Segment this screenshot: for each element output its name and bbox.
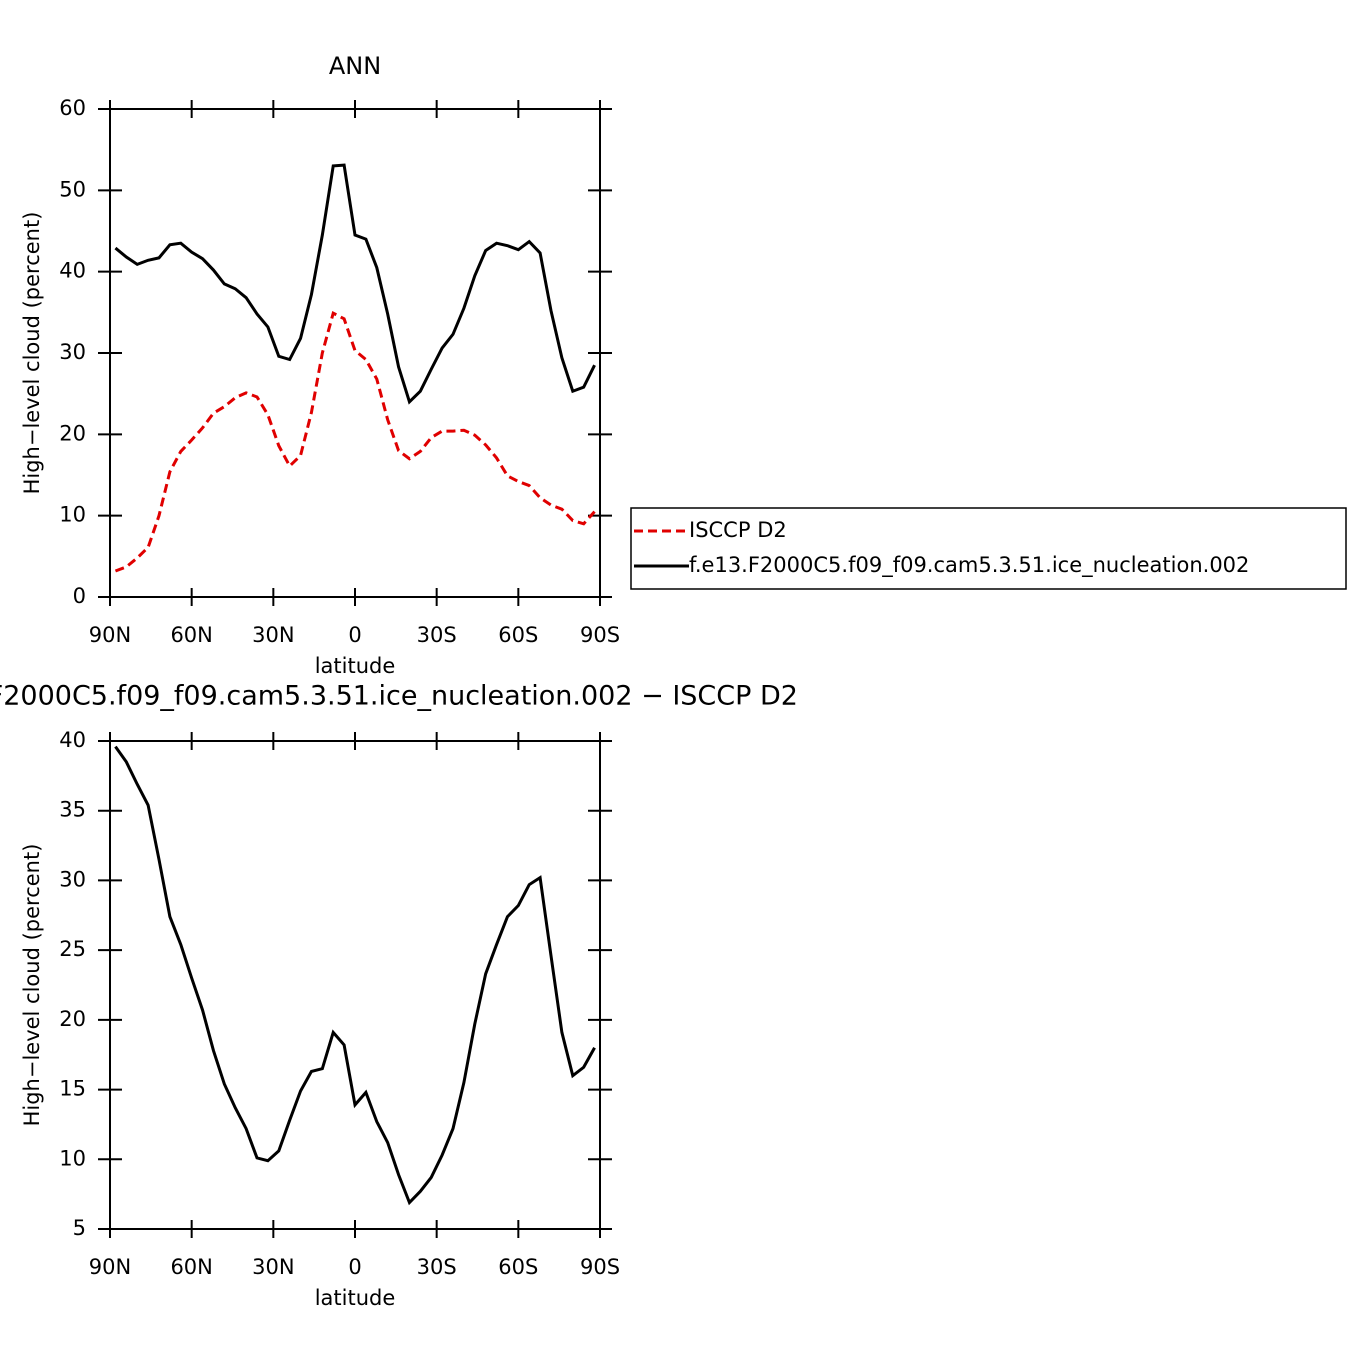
y-tick-label: 20 (59, 421, 86, 445)
y-tick-label: 10 (59, 1146, 86, 1170)
y-tick-label: 40 (59, 259, 86, 283)
x-tick-label: 90N (89, 1255, 131, 1279)
x-tick-label: 60S (498, 1255, 538, 1279)
plot-frame (109, 740, 601, 1230)
y-tick-label: 60 (59, 96, 86, 120)
chart-title: f.e13.F2000C5.f09_f09.cam5.3.51.ice_nucl… (0, 681, 798, 712)
x-axis-label: latitude (315, 1286, 396, 1310)
y-tick-label: 10 (59, 503, 86, 527)
x-tick-label: 30N (252, 1255, 294, 1279)
y-axis-label: High−level cloud (percent) (20, 212, 44, 495)
y-tick-label: 0 (73, 584, 86, 608)
chart-title: ANN (329, 52, 381, 80)
data-line (114, 745, 596, 1206)
x-tick-label: 60S (498, 623, 538, 647)
legend-label: ISCCP D2 (689, 518, 787, 542)
x-axis-label: latitude (315, 654, 396, 678)
y-axis-label: High−level cloud (percent) (20, 844, 44, 1127)
y-tick-label: 5 (73, 1216, 86, 1240)
legend-box (630, 507, 1347, 590)
x-tick-label: 0 (348, 1255, 361, 1279)
plot-frame (109, 108, 601, 598)
x-tick-label: 60N (170, 623, 212, 647)
y-tick-label: 50 (59, 177, 86, 201)
x-tick-label: 60N (170, 1255, 212, 1279)
y-tick-label: 25 (59, 937, 86, 961)
y-tick-label: 20 (59, 1007, 86, 1031)
y-tick-label: 30 (59, 867, 86, 891)
data-line (114, 310, 596, 573)
y-tick-label: 35 (59, 798, 86, 822)
data-line (114, 163, 596, 405)
x-tick-label: 90S (580, 623, 620, 647)
x-tick-label: 90N (89, 623, 131, 647)
y-tick-label: 30 (59, 340, 86, 364)
y-tick-label: 15 (59, 1077, 86, 1101)
x-tick-label: 30S (417, 623, 457, 647)
x-tick-label: 30N (252, 623, 294, 647)
x-tick-label: 30S (417, 1255, 457, 1279)
x-tick-label: 0 (348, 623, 361, 647)
x-tick-label: 90S (580, 1255, 620, 1279)
y-tick-label: 40 (59, 728, 86, 752)
legend-label: f.e13.F2000C5.f09_f09.cam5.3.51.ice_nucl… (689, 553, 1249, 578)
